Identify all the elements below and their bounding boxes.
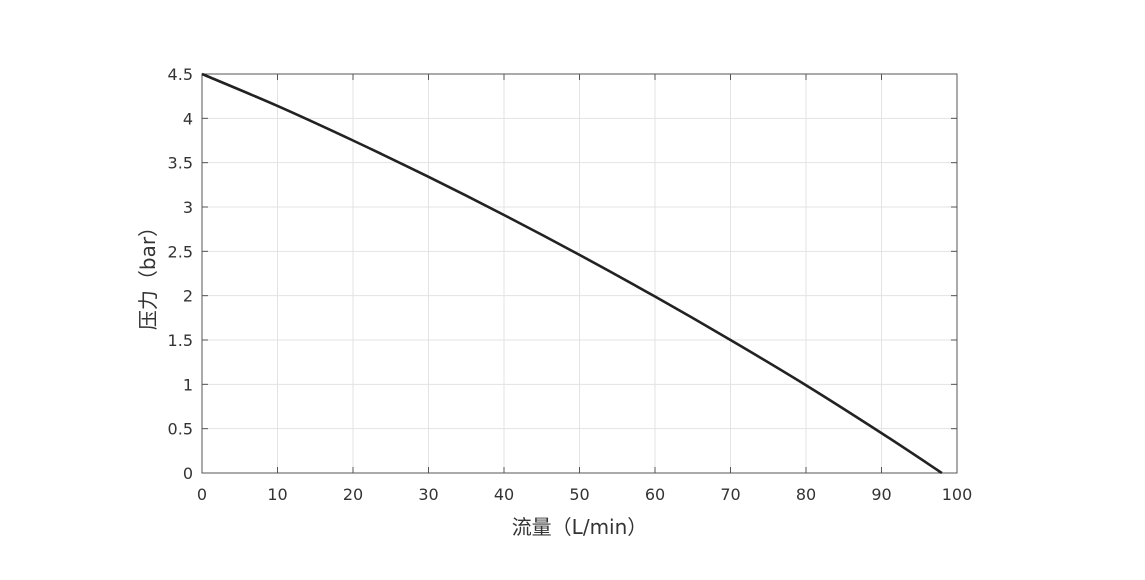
x-tick-label: 80 (796, 485, 816, 504)
y-tick-label: 0 (183, 464, 193, 483)
y-tick-label: 1 (183, 375, 193, 394)
pressure-flow-curve (201, 72, 943, 475)
y-tick-label: 4 (183, 109, 193, 128)
x-tick-label: 70 (720, 485, 740, 504)
x-axis-label: 流量（L/min） (512, 515, 648, 539)
series-layer (201, 72, 943, 475)
x-tick-label: 50 (569, 485, 589, 504)
x-tick-label: 10 (267, 485, 287, 504)
y-tick-label: 0.5 (168, 420, 193, 439)
y-tick-label: 3.5 (168, 154, 193, 173)
x-tick-label: 20 (343, 485, 363, 504)
x-tick-label: 30 (418, 485, 438, 504)
x-tick-label: 100 (942, 485, 973, 504)
y-axis-label: 压力（bar） (136, 217, 160, 330)
y-tick-label: 1.5 (168, 331, 193, 350)
y-tick-label: 4.5 (168, 65, 193, 84)
x-tick-label: 40 (494, 485, 514, 504)
x-tick-label: 90 (871, 485, 891, 504)
y-tick-label: 3 (183, 198, 193, 217)
x-tick-label: 0 (197, 485, 207, 504)
grid-lines (201, 73, 958, 474)
y-tick-label: 2.5 (168, 242, 193, 261)
y-tick-label: 2 (183, 287, 193, 306)
x-tick-label: 60 (645, 485, 665, 504)
axis-ticks: 0 10 20 30 40 50 60 70 80 90 100 0 0.5 1 1.5 2 2.5 3 3.5 4 4… (168, 65, 973, 504)
